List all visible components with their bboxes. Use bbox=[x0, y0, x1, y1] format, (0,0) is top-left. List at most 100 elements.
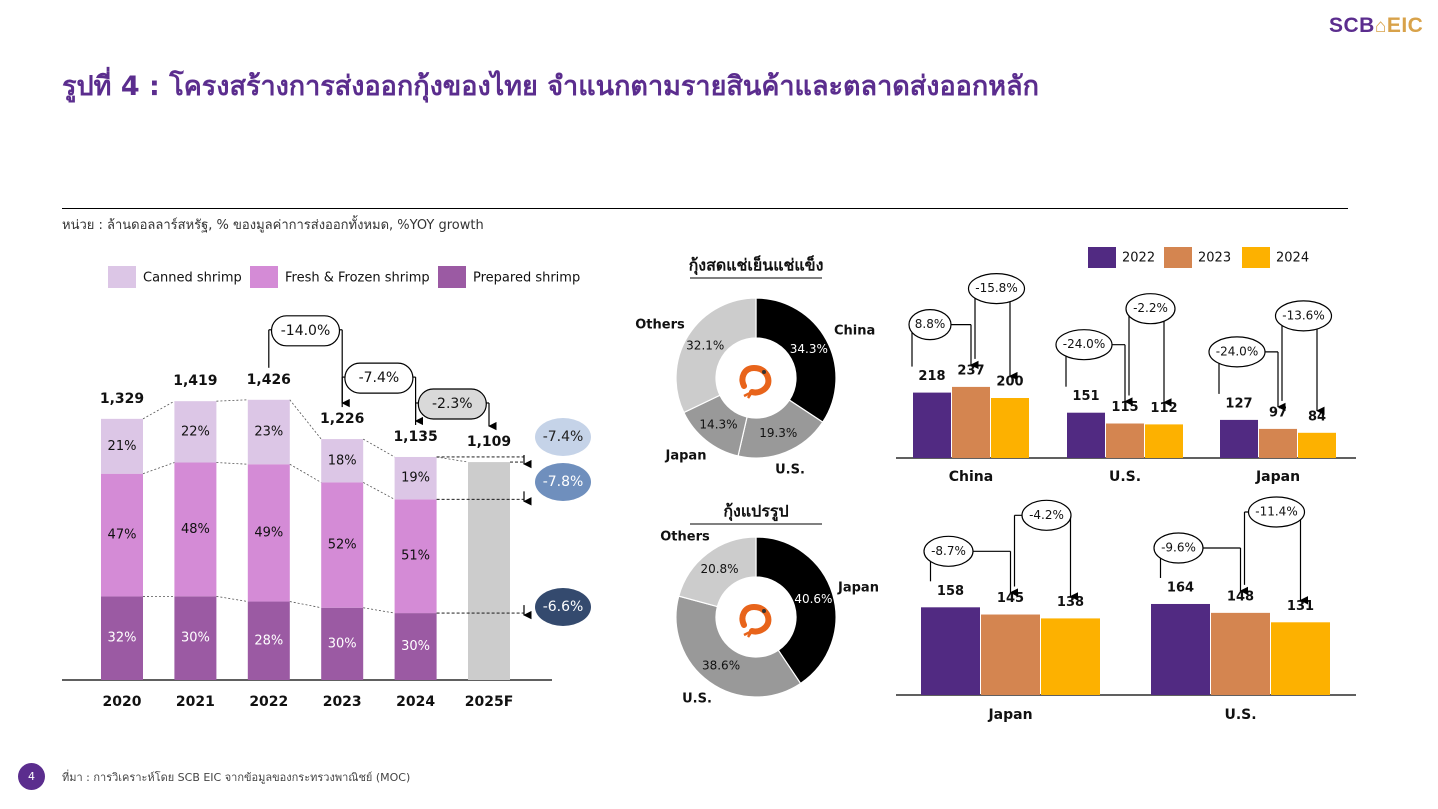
legend-swatch bbox=[1164, 247, 1192, 268]
growth-bubble bbox=[923, 535, 974, 567]
x-tick-label: U.S. bbox=[1224, 707, 1256, 723]
bar bbox=[1151, 603, 1210, 695]
growth-bubble bbox=[967, 273, 1026, 305]
pie-slice-label: 34.3% bbox=[790, 342, 828, 356]
pie-slice-label: 40.6% bbox=[794, 592, 832, 606]
bar-segment bbox=[394, 499, 437, 614]
growth-label: -4.2% bbox=[1029, 508, 1064, 522]
x-tick-label: 2024 bbox=[396, 694, 435, 710]
bar-segment-forecast bbox=[468, 462, 510, 680]
growth-bubble bbox=[1125, 293, 1176, 325]
bar-value-label: 164 bbox=[1167, 580, 1194, 595]
segment-label: 22% bbox=[181, 424, 210, 439]
bar bbox=[1041, 618, 1100, 695]
pie-slice-label: 19.3% bbox=[759, 426, 797, 440]
pie-slice-label: 32.1% bbox=[686, 339, 724, 353]
legend-label: 2023 bbox=[1198, 251, 1231, 266]
segment-label: 18% bbox=[328, 453, 357, 468]
bar-value-label: 218 bbox=[918, 369, 945, 384]
segment-label: 28% bbox=[254, 633, 283, 648]
bar bbox=[913, 392, 951, 458]
segment-label: 23% bbox=[254, 425, 283, 440]
bar-total-label: 1,419 bbox=[173, 373, 217, 389]
growth-badge-label: -7.4% bbox=[543, 429, 584, 445]
bar-segment bbox=[321, 439, 364, 483]
bar-value-label: 97 bbox=[1269, 405, 1287, 420]
segment-connector bbox=[216, 399, 248, 402]
scb-eic-logo: SCB⌂EIC bbox=[1329, 14, 1423, 38]
growth-label: -11.4% bbox=[1255, 504, 1297, 518]
bar-value-label: 148 bbox=[1227, 589, 1254, 604]
growth-badge bbox=[535, 463, 591, 501]
growth-label: -8.7% bbox=[931, 544, 966, 558]
segment-label: 30% bbox=[181, 631, 210, 646]
segment-connector bbox=[142, 462, 175, 475]
bar bbox=[921, 607, 980, 695]
bar-segment bbox=[174, 462, 217, 597]
x-tick-label: 2021 bbox=[176, 694, 215, 710]
bar bbox=[1259, 428, 1297, 458]
segment-connector bbox=[289, 399, 322, 440]
pie-category-label: Others bbox=[660, 530, 710, 545]
growth-bubble bbox=[1021, 499, 1072, 531]
growth-label: -15.8% bbox=[975, 281, 1017, 295]
bar-value-label: 145 bbox=[997, 591, 1024, 606]
bar bbox=[991, 398, 1029, 458]
shrimp-tail bbox=[743, 390, 754, 399]
bar bbox=[981, 614, 1040, 695]
bar-segment bbox=[174, 401, 217, 463]
page-title: รูปที่ 4 : โครงสร้างการส่งออกกุ้งของไทย … bbox=[62, 71, 1039, 102]
legend-label: Prepared shrimp bbox=[473, 271, 580, 286]
segment-label: 30% bbox=[401, 639, 430, 654]
legend-swatch bbox=[1242, 247, 1270, 268]
bar bbox=[952, 386, 990, 458]
growth-bubble bbox=[270, 315, 341, 347]
logo-scb-text: SCB bbox=[1329, 14, 1375, 37]
segment-label: 30% bbox=[328, 636, 357, 651]
pie-slice bbox=[755, 536, 837, 685]
legend-swatch bbox=[250, 266, 278, 288]
growth-label: -9.6% bbox=[1161, 540, 1196, 554]
segment-label: 21% bbox=[108, 439, 137, 454]
x-tick-label: 2023 bbox=[323, 694, 362, 710]
pie-category-label: Japan bbox=[837, 581, 879, 596]
legend-label: Canned shrimp bbox=[143, 271, 242, 286]
x-tick-label: Japan bbox=[1255, 469, 1300, 485]
growth-label: -7.4% bbox=[359, 370, 400, 386]
segment-label: 52% bbox=[328, 538, 357, 553]
segment-connector bbox=[289, 463, 322, 483]
bar-segment bbox=[101, 418, 143, 474]
source-note: ที่มา : การวิเคราะห์โดย SCB EIC จากข้อมู… bbox=[62, 771, 411, 784]
segment-connector bbox=[289, 601, 322, 609]
segment-label: 48% bbox=[181, 522, 210, 537]
bar bbox=[1145, 424, 1183, 458]
bar-segment bbox=[247, 601, 290, 680]
pie-category-label: China bbox=[834, 324, 875, 339]
bar bbox=[1106, 423, 1144, 458]
growth-label: -2.3% bbox=[432, 396, 473, 412]
bar-value-label: 138 bbox=[1057, 595, 1084, 610]
legend-swatch bbox=[108, 266, 136, 288]
bar-value-label: 127 bbox=[1225, 396, 1252, 411]
segment-label: 19% bbox=[401, 471, 430, 486]
bar-value-label: 237 bbox=[957, 363, 984, 378]
segment-connector bbox=[436, 456, 469, 463]
growth-bubble bbox=[344, 362, 414, 394]
bar-value-label: 131 bbox=[1287, 599, 1314, 614]
bar-segment bbox=[321, 482, 364, 608]
pie-slice bbox=[675, 595, 802, 698]
growth-bubble bbox=[1153, 532, 1204, 564]
pie-category-label: Japan bbox=[665, 449, 707, 464]
segment-connector bbox=[142, 400, 175, 420]
bar bbox=[1271, 622, 1330, 695]
shrimp-icon bbox=[739, 603, 772, 638]
shrimp-eye bbox=[762, 609, 766, 613]
pie-category-label: Others bbox=[635, 318, 685, 333]
segment-label: 49% bbox=[254, 525, 283, 540]
growth-bubble bbox=[1208, 336, 1266, 368]
growth-label: -14.0% bbox=[281, 323, 331, 339]
shrimp-tail bbox=[743, 629, 754, 638]
bar-value-label: 158 bbox=[937, 584, 964, 599]
header-divider bbox=[62, 208, 1348, 209]
